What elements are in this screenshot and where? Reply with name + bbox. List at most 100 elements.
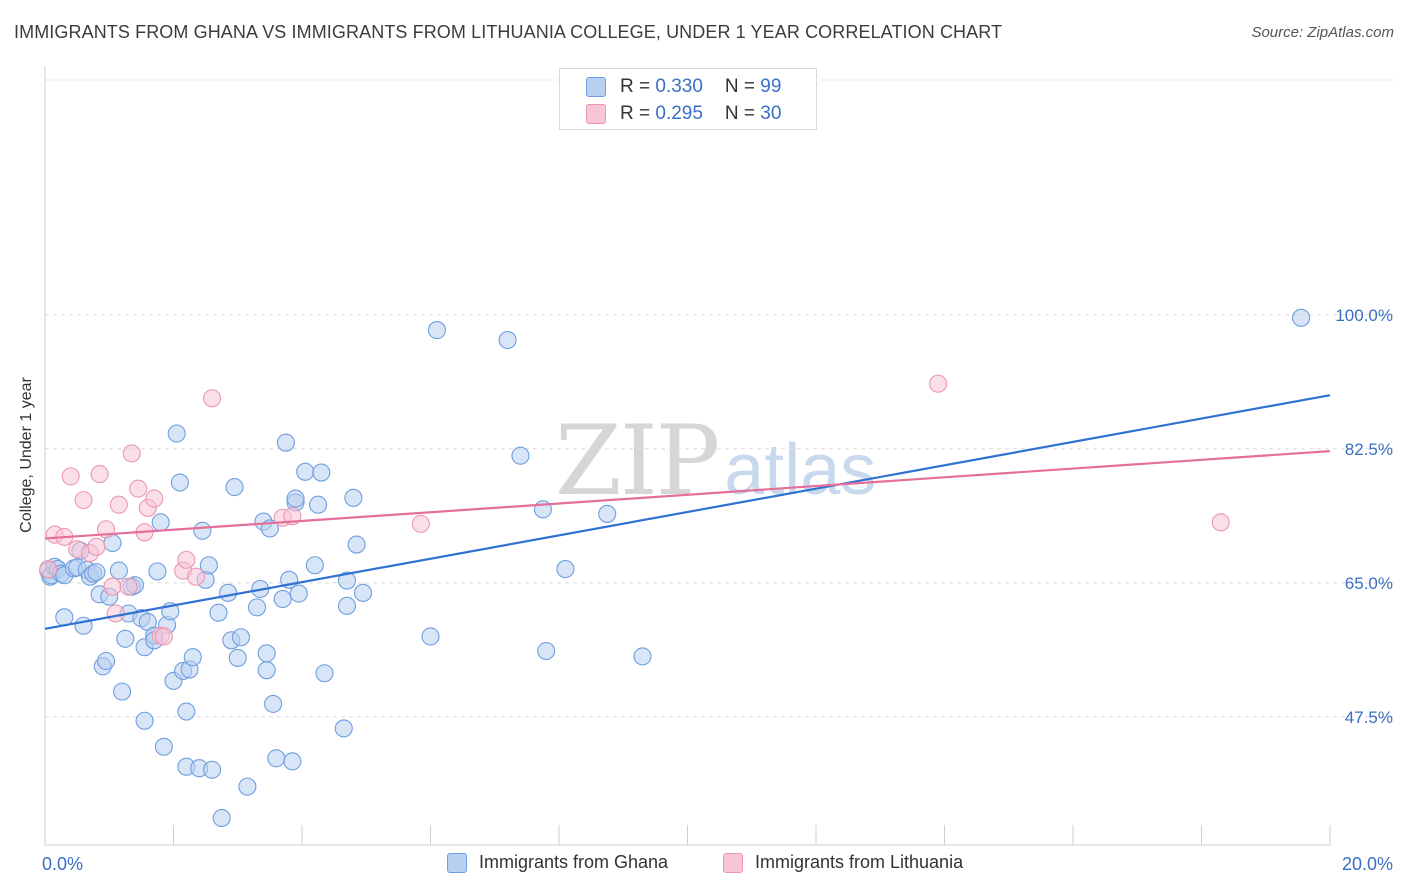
point-lithuania xyxy=(61,467,80,486)
legend-r-value: 0.330 xyxy=(655,76,703,97)
correlation-legend: R = 0.330 N = 99 R = 0.295 N = 30 xyxy=(559,68,817,130)
point-ghana xyxy=(283,752,302,771)
point-lithuania xyxy=(119,577,138,596)
legend-n-value: 30 xyxy=(760,103,782,124)
point-ghana xyxy=(225,478,244,497)
legend-item-ghana[interactable]: Immigrants from Ghana xyxy=(447,852,668,873)
point-ghana xyxy=(309,495,328,514)
point-lithuania xyxy=(411,514,430,533)
point-ghana xyxy=(344,488,363,507)
point-lithuania xyxy=(186,567,206,586)
x-tick-label: 0.0% xyxy=(42,854,83,874)
point-ghana xyxy=(353,583,373,602)
point-ghana xyxy=(209,603,228,622)
point-ghana xyxy=(537,641,556,661)
legend-row-ghana: R = 0.330 N = 99 xyxy=(586,75,781,99)
point-ghana xyxy=(273,589,292,608)
point-ghana xyxy=(633,647,652,666)
point-ghana xyxy=(135,711,154,730)
point-ghana xyxy=(257,644,276,663)
legend-swatch-lithuania xyxy=(586,104,606,124)
point-ghana xyxy=(151,513,170,532)
point-ghana xyxy=(334,719,353,738)
point-ghana xyxy=(193,521,212,540)
point-ghana xyxy=(199,556,218,575)
point-ghana xyxy=(219,583,238,602)
point-ghana xyxy=(238,777,257,796)
x-tick-label: 20.0% xyxy=(1342,854,1393,874)
point-lithuania xyxy=(109,495,128,514)
source-label: Source: ZipAtlas.com xyxy=(1251,24,1394,41)
point-lithuania xyxy=(122,444,141,463)
point-ghana xyxy=(296,462,315,481)
point-lithuania xyxy=(177,550,196,569)
point-ghana xyxy=(212,808,231,828)
point-ghana xyxy=(231,628,251,647)
y-tick-label: 82.5% xyxy=(1345,440,1393,459)
point-lithuania xyxy=(1211,513,1230,532)
legend-label-ghana: Immigrants from Ghana xyxy=(479,852,669,872)
point-lithuania xyxy=(929,374,948,393)
point-ghana xyxy=(276,433,295,452)
point-ghana xyxy=(170,473,189,492)
point-ghana xyxy=(289,584,308,603)
point-lithuania xyxy=(154,627,173,646)
point-ghana xyxy=(1292,308,1311,327)
point-lithuania xyxy=(74,491,93,510)
point-ghana xyxy=(177,702,196,721)
point-ghana xyxy=(148,562,167,581)
y-tick-label: 65.0% xyxy=(1345,574,1393,593)
legend-r-label: R = xyxy=(620,76,656,97)
legend-row-lithuania: R = 0.295 N = 30 xyxy=(586,102,781,126)
point-ghana xyxy=(113,682,132,701)
point-ghana xyxy=(315,664,334,683)
point-lithuania xyxy=(145,489,164,508)
point-lithuania xyxy=(39,560,58,579)
legend-label-lithuania: Immigrants from Lithuania xyxy=(755,852,964,872)
legend-item-lithuania[interactable]: Immigrants from Lithuania xyxy=(723,852,963,873)
point-ghana xyxy=(305,556,324,575)
point-lithuania xyxy=(203,389,222,408)
point-ghana xyxy=(228,648,247,667)
point-ghana xyxy=(511,446,530,465)
point-ghana xyxy=(87,563,106,582)
series-legend: Immigrants from Ghana Immigrants from Li… xyxy=(0,852,1406,878)
point-lithuania xyxy=(90,465,109,484)
point-ghana xyxy=(421,627,440,646)
point-ghana xyxy=(286,489,305,508)
point-ghana xyxy=(247,598,267,617)
point-ghana xyxy=(154,737,173,756)
point-ghana xyxy=(427,321,446,340)
point-ghana xyxy=(312,463,331,482)
legend-swatch-ghana xyxy=(586,77,606,97)
point-ghana xyxy=(598,504,617,523)
point-ghana xyxy=(337,596,357,615)
legend-r-label: R = xyxy=(620,103,656,124)
y-tick-label: 100.0% xyxy=(1335,306,1393,325)
point-ghana xyxy=(264,694,283,713)
point-ghana xyxy=(109,561,128,580)
point-ghana xyxy=(167,424,186,443)
legend-r-value: 0.295 xyxy=(655,103,703,124)
point-lithuania xyxy=(129,479,148,498)
trendline-ghana xyxy=(44,394,1331,630)
point-lithuania xyxy=(106,604,125,623)
point-ghana xyxy=(498,330,517,350)
legend-n-label: N = xyxy=(724,76,761,97)
point-lithuania xyxy=(87,537,106,556)
point-ghana xyxy=(556,560,575,579)
point-ghana xyxy=(267,749,286,768)
point-ghana xyxy=(183,648,202,667)
legend-swatch-ghana xyxy=(447,852,467,873)
legend-swatch-lithuania xyxy=(723,852,743,873)
trendline-lithuania xyxy=(44,450,1331,540)
point-lithuania xyxy=(103,577,122,596)
point-ghana xyxy=(337,571,357,590)
y-axis-label: College, Under 1 year xyxy=(18,377,35,533)
legend-n-value: 99 xyxy=(760,76,782,97)
point-ghana xyxy=(257,661,276,680)
point-ghana xyxy=(203,760,222,779)
point-ghana xyxy=(96,651,116,671)
point-ghana xyxy=(116,629,135,648)
